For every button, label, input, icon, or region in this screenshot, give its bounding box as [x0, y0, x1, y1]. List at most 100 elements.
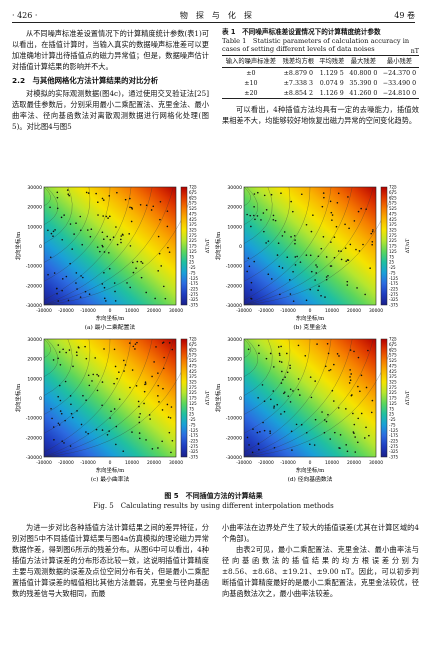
observation-point	[323, 419, 326, 421]
y-tick-label: 20000	[227, 357, 242, 363]
colorbar-tick-label: 225	[389, 390, 397, 395]
observation-point	[118, 371, 120, 373]
observation-point	[283, 391, 286, 393]
observation-point	[120, 241, 122, 244]
observation-point	[263, 400, 266, 403]
contour-line	[43, 338, 59, 377]
observation-point	[256, 431, 259, 434]
observation-point	[85, 399, 87, 401]
observation-point	[97, 214, 99, 216]
observation-point	[121, 233, 124, 236]
observation-point	[69, 262, 71, 265]
observation-point	[92, 373, 95, 376]
colorbar-tick-label: 225	[189, 238, 197, 243]
observation-point	[85, 357, 88, 360]
observation-point	[64, 380, 67, 383]
observation-point	[333, 363, 335, 366]
observation-point	[252, 214, 255, 217]
right-column-top: 表 1 不同噪声标准差设置情况下的计算精度统计参数 Table 1 Statis…	[222, 28, 419, 126]
observation-point	[321, 411, 323, 413]
colorbar	[380, 338, 388, 458]
y-tick-label: 10000	[227, 224, 242, 230]
observation-point	[247, 348, 250, 351]
observation-point	[327, 274, 329, 277]
observation-point	[322, 192, 325, 194]
y-tick-label: 10000	[27, 224, 42, 230]
colorbar-tick-label: 175	[189, 244, 197, 249]
y-tick-label: -20000	[226, 435, 242, 441]
colorbar-tick-label: 25	[389, 412, 395, 417]
colorbar-tick-label: 675	[189, 342, 197, 347]
observation-point	[356, 441, 359, 444]
observation-point	[75, 272, 78, 274]
colorbar-tick-label: 125	[189, 249, 197, 254]
observation-point	[346, 450, 349, 453]
contour-line	[243, 338, 332, 453]
observation-point	[64, 419, 66, 422]
colorbar	[180, 186, 188, 306]
observation-point	[140, 260, 142, 263]
colorbar-tick-label: -375	[389, 455, 399, 460]
observation-point	[289, 364, 291, 367]
observation-point	[248, 444, 250, 446]
observation-point	[139, 203, 142, 206]
observation-point	[56, 292, 58, 295]
colorbar-tick-label: -375	[389, 303, 399, 308]
colorbar-tick-label: -125	[389, 428, 399, 433]
observation-point	[305, 431, 308, 434]
colorbar-tick-label: 525	[189, 206, 197, 211]
observation-point	[372, 229, 374, 231]
observation-point	[60, 216, 63, 219]
x-tick-label: -30000	[236, 308, 252, 314]
observation-point	[344, 223, 346, 226]
observation-point	[267, 240, 270, 242]
y-tick-label: 0	[239, 396, 242, 402]
observation-point	[103, 286, 106, 289]
page-number: · 426 ·	[12, 10, 38, 20]
table-cell: 40.800 0	[349, 69, 378, 77]
x-tick-label: 20000	[347, 460, 361, 466]
observation-point	[357, 356, 360, 359]
observation-point	[248, 265, 251, 268]
colorbar-unit: ΔT/nT	[405, 238, 411, 253]
observation-point	[113, 382, 115, 385]
observation-point	[316, 343, 318, 345]
observation-point	[131, 431, 133, 433]
colorbar-tick-label: 225	[189, 390, 197, 395]
observation-point	[272, 218, 275, 221]
observation-point	[246, 270, 248, 273]
observation-point	[158, 401, 160, 403]
volume-label: 49 卷	[394, 10, 415, 20]
observation-point	[51, 417, 53, 420]
section-heading: 2.2 与其他网格化方法计算结果的对比分析	[12, 76, 159, 85]
observation-point	[309, 376, 312, 378]
colorbar-tick-label: 125	[389, 401, 397, 406]
observation-point	[108, 430, 110, 432]
colorbar-tick-label: 25	[389, 260, 395, 265]
colorbar-tick-label: 375	[389, 222, 397, 227]
observation-point	[258, 352, 260, 355]
observation-point	[52, 359, 55, 361]
colorbar-tick-label: 75	[389, 406, 395, 411]
observation-point	[90, 228, 93, 231]
observation-point	[260, 219, 262, 221]
observation-point	[80, 423, 83, 426]
observation-point	[87, 432, 89, 435]
observation-point	[144, 381, 147, 384]
observation-point	[79, 296, 82, 298]
contour-line	[43, 338, 73, 396]
observation-point	[107, 217, 109, 219]
colorbar-tick-label: 625	[389, 347, 397, 352]
contour-line	[243, 186, 290, 263]
colorbar-tick-label: 575	[389, 353, 397, 358]
observation-point	[168, 342, 171, 344]
colorbar-tick-label: 625	[189, 195, 197, 200]
observation-point	[281, 235, 284, 237]
observation-point	[265, 357, 268, 360]
observation-point	[360, 374, 363, 377]
observation-point	[66, 189, 69, 191]
colorbar-tick-label: 325	[389, 380, 397, 385]
observation-point	[365, 386, 368, 389]
contour-line	[243, 186, 251, 207]
y-tick-label: 30000	[227, 337, 242, 343]
